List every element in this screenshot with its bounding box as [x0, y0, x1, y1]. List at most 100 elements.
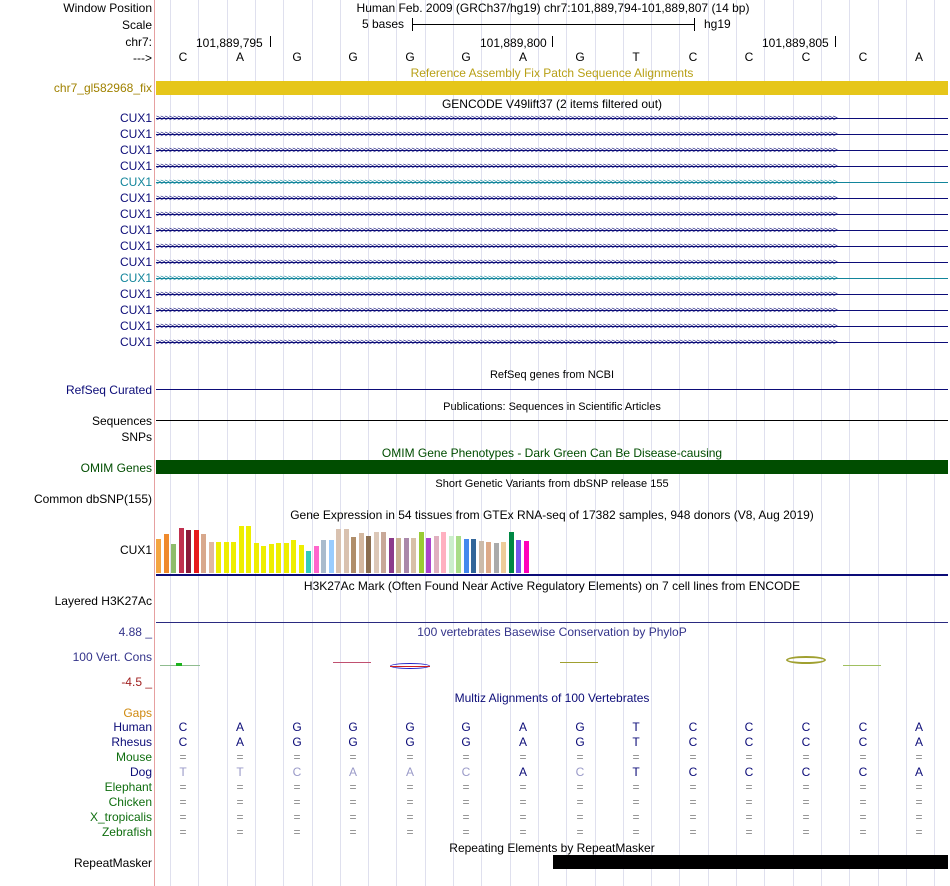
species-label-elephant[interactable]: Elephant	[104, 780, 152, 794]
gtex-tissue-bar[interactable]	[471, 539, 476, 573]
refseq-label[interactable]: RefSeq Curated	[65, 383, 152, 397]
gencode-gene-label[interactable]: CUX1	[119, 175, 152, 189]
gtex-tissue-bar[interactable]	[358, 533, 364, 573]
species-label-zebrafish[interactable]: Zebrafish	[101, 825, 152, 839]
repeatmasker-bar[interactable]	[553, 855, 948, 869]
gtex-tissue-bar[interactable]	[441, 532, 446, 573]
gtex-tissue-bar[interactable]	[246, 526, 251, 573]
gtex-tissue-bar[interactable]	[321, 540, 326, 573]
gencode-gene-line[interactable]: >>>>>>>>>>>>>>>>>>>>>>>>>>>>>>>>>>>>>>>>…	[156, 257, 948, 267]
gencode-gene-line[interactable]: >>>>>>>>>>>>>>>>>>>>>>>>>>>>>>>>>>>>>>>>…	[156, 209, 948, 219]
dbsnp-label[interactable]: Common dbSNP(155)	[33, 492, 152, 506]
gtex-bar-chart[interactable]	[156, 522, 536, 573]
gencode-gene-line[interactable]: >>>>>>>>>>>>>>>>>>>>>>>>>>>>>>>>>>>>>>>>…	[156, 177, 948, 187]
gtex-tissue-bar[interactable]	[501, 542, 506, 573]
gencode-gene-line[interactable]: >>>>>>>>>>>>>>>>>>>>>>>>>>>>>>>>>>>>>>>>…	[156, 161, 948, 171]
gtex-tissue-bar[interactable]	[508, 532, 514, 573]
gtex-tissue-bar[interactable]	[291, 540, 296, 573]
gencode-gene-label[interactable]: CUX1	[119, 159, 152, 173]
gencode-gene-line[interactable]: >>>>>>>>>>>>>>>>>>>>>>>>>>>>>>>>>>>>>>>>…	[156, 225, 948, 235]
gtex-tissue-bar[interactable]	[223, 542, 229, 573]
gtex-tissue-bar[interactable]	[313, 546, 319, 573]
gtex-tissue-bar[interactable]	[343, 529, 349, 573]
gtex-tissue-bar[interactable]	[426, 538, 431, 573]
gtex-tissue-bar[interactable]	[396, 538, 401, 573]
gtex-tissue-bar[interactable]	[403, 538, 409, 573]
gtex-tissue-bar[interactable]	[276, 543, 281, 573]
gencode-gene-label[interactable]: CUX1	[119, 239, 152, 253]
species-label-chicken[interactable]: Chicken	[108, 795, 152, 809]
gtex-tissue-bar[interactable]	[463, 539, 469, 573]
publications-label[interactable]: Sequences	[91, 414, 152, 428]
gtex-tissue-bar[interactable]	[433, 536, 439, 573]
gencode-gene-label[interactable]: CUX1	[119, 255, 152, 269]
gtex-tissue-bar[interactable]	[478, 541, 484, 573]
gaps-label[interactable]: Gaps	[123, 706, 152, 720]
gtex-tissue-bar[interactable]	[201, 534, 206, 573]
gencode-gene-line[interactable]: >>>>>>>>>>>>>>>>>>>>>>>>>>>>>>>>>>>>>>>>…	[156, 113, 948, 123]
gencode-gene-label[interactable]: CUX1	[119, 271, 152, 285]
gtex-tissue-bar[interactable]	[388, 538, 394, 573]
gtex-tissue-bar[interactable]	[163, 534, 169, 573]
gencode-gene-label[interactable]: CUX1	[119, 319, 152, 333]
gtex-tissue-bar[interactable]	[216, 542, 221, 573]
gtex-tissue-bar[interactable]	[373, 532, 379, 573]
gtex-tissue-bar[interactable]	[156, 539, 161, 573]
gtex-tissue-bar[interactable]	[448, 536, 454, 573]
gtex-tissue-bar[interactable]	[493, 543, 499, 573]
gtex-tissue-bar[interactable]	[366, 536, 371, 573]
gtex-tissue-bar[interactable]	[298, 545, 304, 573]
gtex-tissue-bar[interactable]	[283, 543, 289, 573]
species-label-human[interactable]: Human	[113, 720, 152, 734]
gencode-gene-line[interactable]: >>>>>>>>>>>>>>>>>>>>>>>>>>>>>>>>>>>>>>>>…	[156, 305, 948, 315]
species-label-dog[interactable]: Dog	[129, 765, 152, 779]
gencode-gene-label[interactable]: CUX1	[119, 111, 152, 125]
species-label-x_tropicalis[interactable]: X_tropicalis	[89, 810, 152, 824]
gencode-gene-label[interactable]: CUX1	[119, 143, 152, 157]
gtex-tissue-bar[interactable]	[231, 542, 236, 573]
gtex-tissue-bar[interactable]	[351, 537, 356, 573]
gencode-gene-label[interactable]: CUX1	[119, 335, 152, 349]
fix-patch-bar[interactable]	[156, 81, 948, 95]
gtex-tissue-bar[interactable]	[381, 532, 386, 573]
phylop-label[interactable]: 100 Vert. Cons	[72, 650, 152, 664]
gtex-tissue-bar[interactable]	[516, 540, 521, 573]
gtex-tissue-bar[interactable]	[418, 532, 424, 573]
gencode-gene-line[interactable]: >>>>>>>>>>>>>>>>>>>>>>>>>>>>>>>>>>>>>>>>…	[156, 289, 948, 299]
gtex-tissue-bar[interactable]	[186, 530, 191, 573]
gtex-tissue-bar[interactable]	[306, 551, 311, 573]
gtex-tissue-bar[interactable]	[336, 529, 341, 573]
gencode-gene-label[interactable]: CUX1	[119, 207, 152, 221]
gencode-gene-line[interactable]: >>>>>>>>>>>>>>>>>>>>>>>>>>>>>>>>>>>>>>>>…	[156, 241, 948, 251]
gencode-gene-line[interactable]: >>>>>>>>>>>>>>>>>>>>>>>>>>>>>>>>>>>>>>>>…	[156, 129, 948, 139]
gtex-tissue-bar[interactable]	[268, 544, 274, 573]
gencode-gene-line[interactable]: >>>>>>>>>>>>>>>>>>>>>>>>>>>>>>>>>>>>>>>>…	[156, 193, 948, 203]
gtex-tissue-bar[interactable]	[208, 542, 214, 573]
gtex-tissue-bar[interactable]	[238, 526, 244, 573]
gencode-gene-label[interactable]: CUX1	[119, 127, 152, 141]
gtex-tissue-bar[interactable]	[193, 530, 199, 573]
gencode-gene-line[interactable]: >>>>>>>>>>>>>>>>>>>>>>>>>>>>>>>>>>>>>>>>…	[156, 321, 948, 331]
gencode-gene-label[interactable]: CUX1	[119, 223, 152, 237]
omim-bar[interactable]	[156, 460, 948, 474]
gencode-gene-line[interactable]: >>>>>>>>>>>>>>>>>>>>>>>>>>>>>>>>>>>>>>>>…	[156, 145, 948, 155]
gencode-gene-line[interactable]: >>>>>>>>>>>>>>>>>>>>>>>>>>>>>>>>>>>>>>>>…	[156, 273, 948, 283]
gencode-gene-label[interactable]: CUX1	[119, 287, 152, 301]
gtex-tissue-bar[interactable]	[171, 544, 176, 573]
h3k27ac-label[interactable]: Layered H3K27Ac	[54, 594, 152, 608]
species-label-mouse[interactable]: Mouse	[115, 750, 152, 764]
gencode-gene-line[interactable]: >>>>>>>>>>>>>>>>>>>>>>>>>>>>>>>>>>>>>>>>…	[156, 337, 948, 347]
gtex-tissue-bar[interactable]	[456, 536, 461, 573]
omim-label[interactable]: OMIM Genes	[80, 461, 152, 475]
repeatmasker-label[interactable]: RepeatMasker	[73, 856, 152, 870]
gtex-tissue-bar[interactable]	[486, 542, 491, 573]
gencode-gene-label[interactable]: CUX1	[119, 303, 152, 317]
gtex-tissue-bar[interactable]	[261, 546, 266, 573]
gtex-tissue-bar[interactable]	[523, 541, 529, 573]
gtex-tissue-bar[interactable]	[178, 528, 184, 573]
species-label-rhesus[interactable]: Rhesus	[111, 735, 152, 749]
gtex-label[interactable]: CUX1	[119, 543, 152, 557]
gtex-tissue-bar[interactable]	[411, 538, 416, 573]
gtex-tissue-bar[interactable]	[253, 543, 259, 573]
